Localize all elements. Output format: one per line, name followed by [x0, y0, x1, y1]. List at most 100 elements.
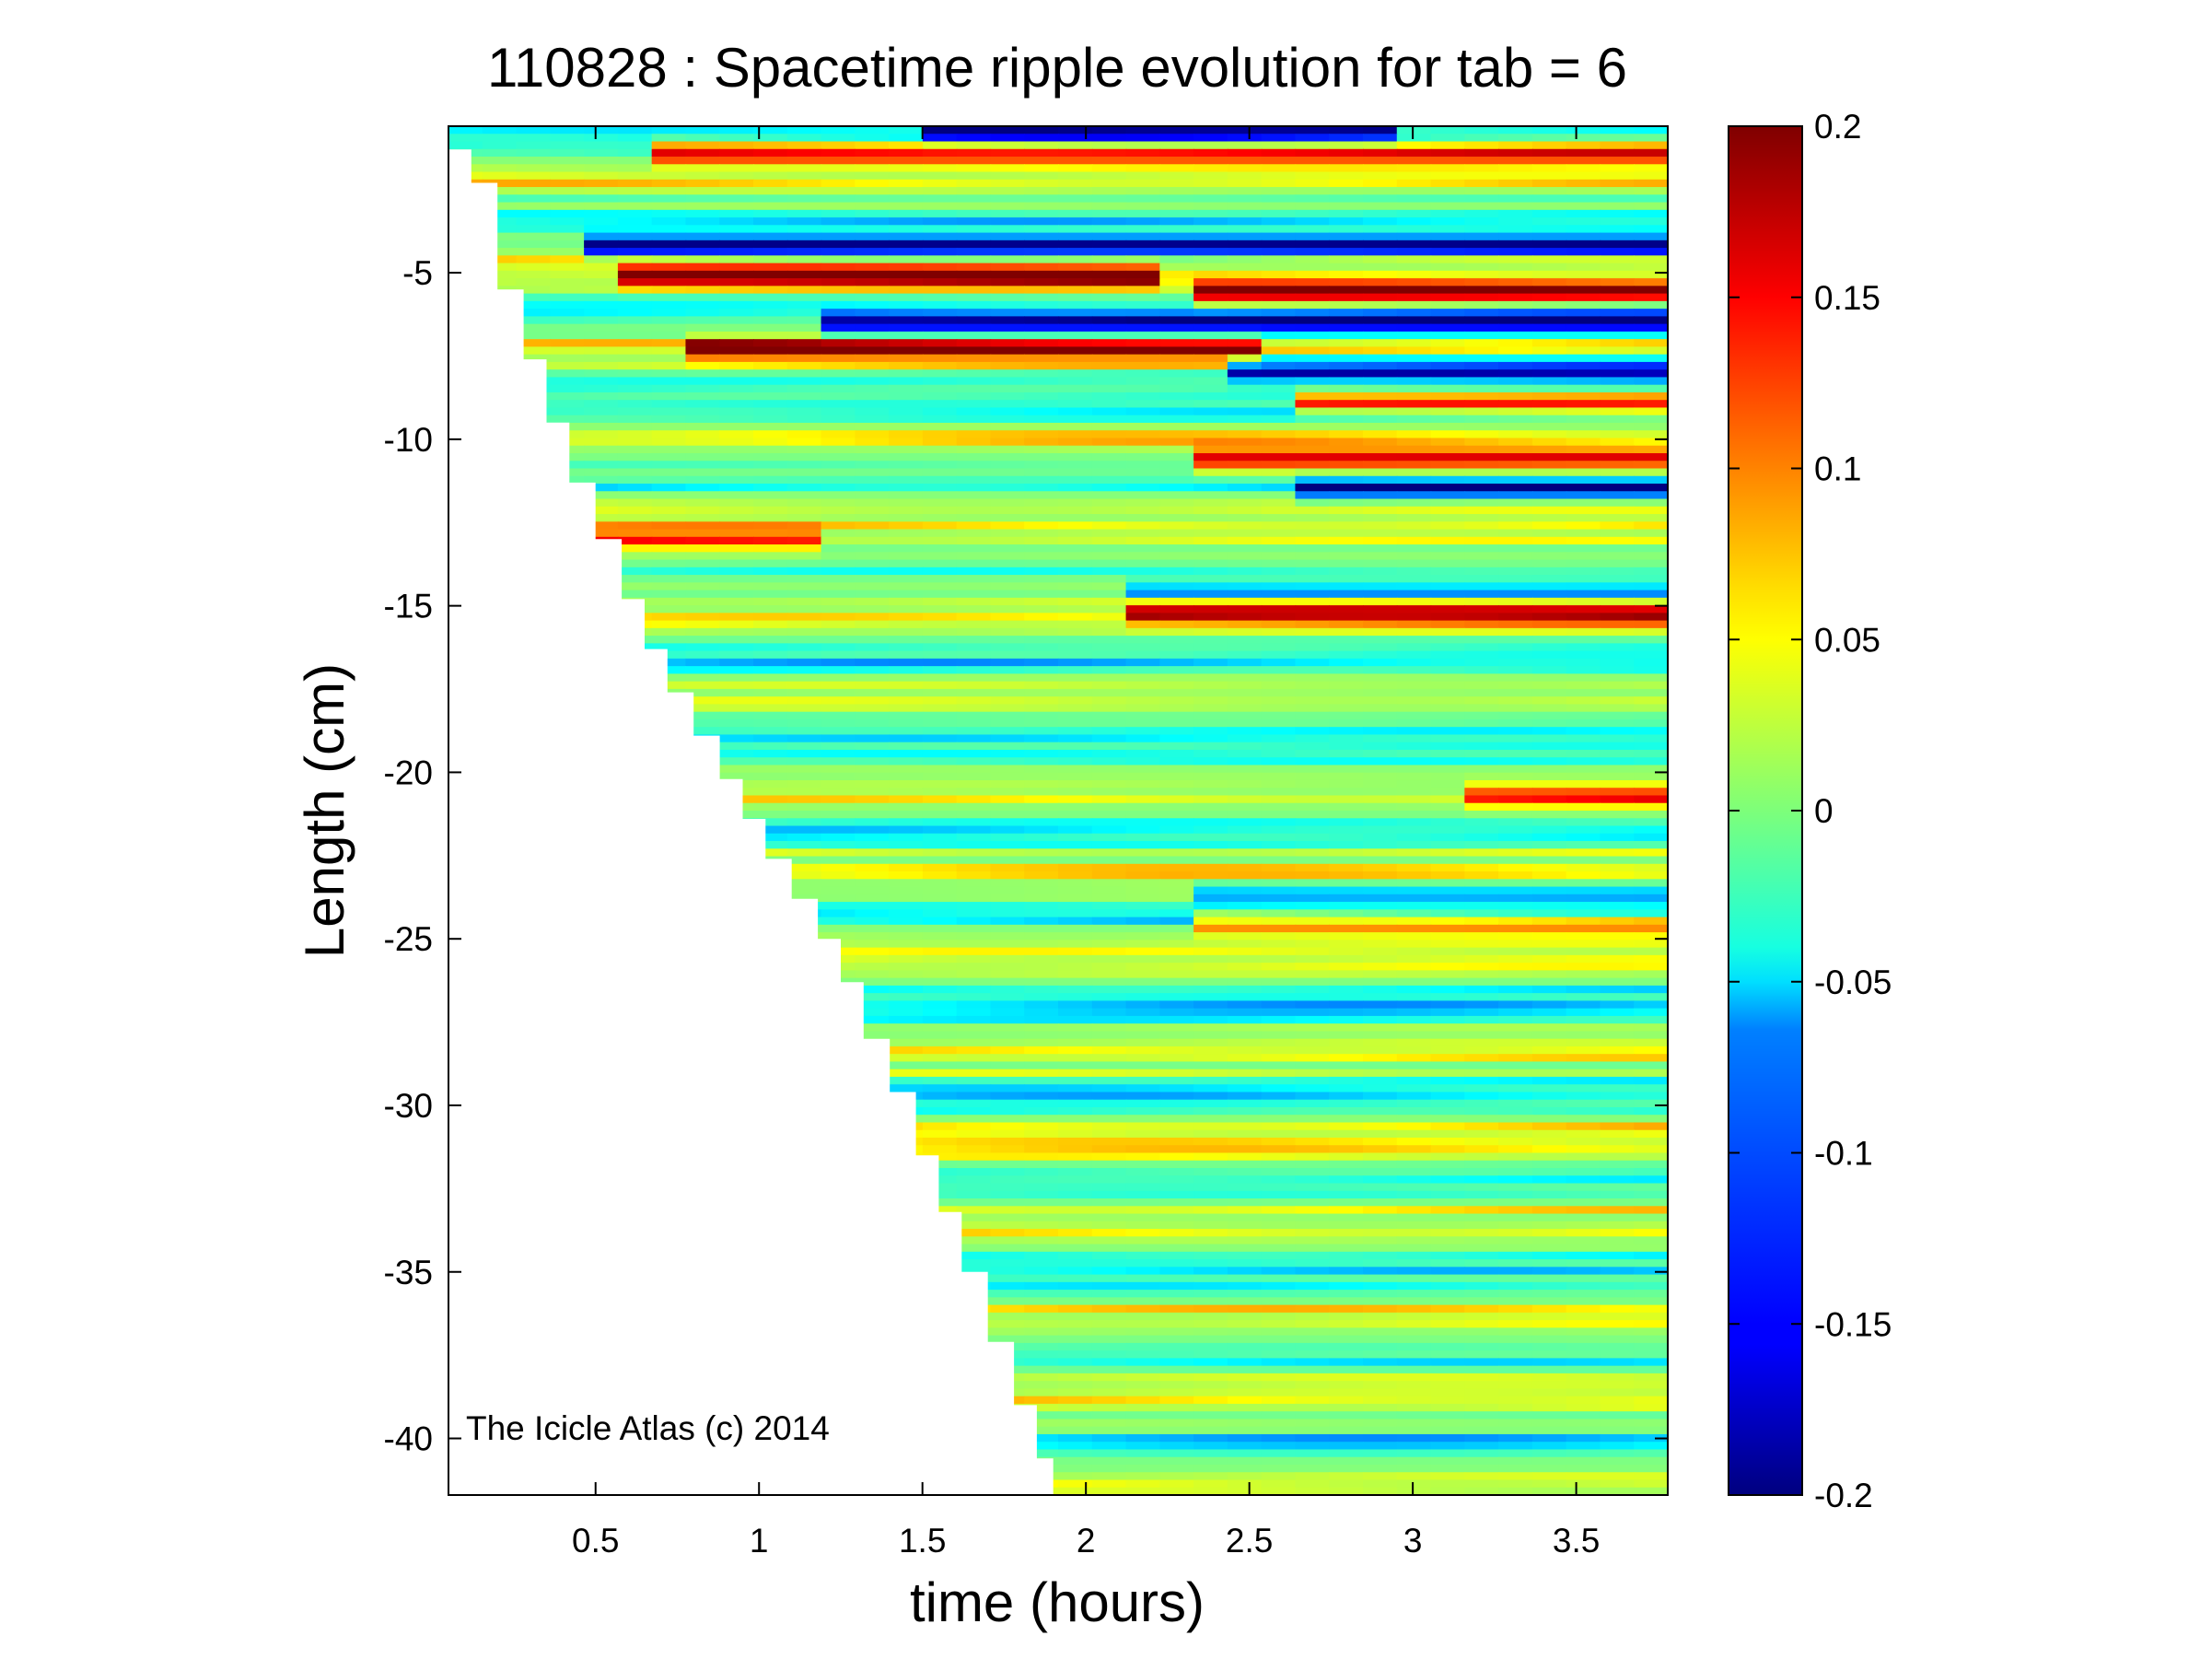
heatmap-cell [1600, 613, 1636, 622]
heatmap-cell [956, 1008, 992, 1017]
heatmap-cell [1227, 1061, 1263, 1070]
heatmap-cell [1024, 248, 1059, 257]
heatmap-cell [855, 734, 890, 743]
heatmap-cell [821, 354, 856, 363]
heatmap-cell [956, 240, 992, 249]
heatmap-cell [719, 529, 754, 538]
heatmap-cell [1430, 232, 1466, 241]
heatmap-cell [1430, 711, 1466, 720]
heatmap-cell [922, 157, 958, 166]
heatmap-cell [1566, 248, 1601, 257]
heatmap-cell [1464, 391, 1499, 401]
heatmap-cell [1159, 552, 1194, 561]
heatmap-cell [1193, 445, 1228, 454]
heatmap-cell [1329, 704, 1364, 713]
heatmap-cell [1295, 430, 1331, 439]
heatmap-cell [889, 171, 924, 181]
heatmap-cell [482, 248, 518, 257]
heatmap-cell [1193, 597, 1228, 606]
heatmap-cell [1498, 1115, 1533, 1124]
heatmap-cell [1024, 415, 1059, 424]
heatmap-cell [1261, 194, 1297, 204]
heatmap-cell [1261, 270, 1297, 279]
heatmap-cell [1329, 841, 1364, 850]
heatmap-cell [821, 240, 856, 249]
heatmap-cell [786, 529, 822, 538]
heatmap-cell [1058, 400, 1093, 409]
heatmap-cell [1363, 369, 1398, 379]
heatmap-cell [1125, 300, 1161, 310]
heatmap-cell [719, 217, 754, 227]
heatmap-cell [1159, 194, 1194, 204]
heatmap-cell [584, 278, 619, 287]
heatmap-cell [922, 529, 958, 538]
heatmap-cell [1024, 468, 1059, 477]
heatmap-cell [1498, 377, 1533, 386]
heatmap-cell [1058, 1168, 1093, 1177]
heatmap-cell [1058, 643, 1093, 652]
heatmap-cell [956, 461, 992, 470]
heatmap-cell [1091, 841, 1127, 850]
heatmap-cell [1227, 134, 1263, 143]
heatmap-cell [1159, 491, 1194, 500]
heatmap-cell [753, 506, 788, 515]
heatmap-cell [922, 1054, 958, 1063]
heatmap-cell [1125, 157, 1161, 166]
heatmap-cell [1193, 498, 1228, 508]
heatmap-cell [1363, 452, 1398, 462]
heatmap-cell [1125, 863, 1161, 872]
heatmap-cell [1125, 552, 1161, 561]
heatmap-cell [1396, 141, 1432, 150]
heatmap-cell [1227, 1160, 1263, 1169]
heatmap-cell [1531, 400, 1567, 409]
heatmap-cell [821, 613, 856, 622]
heatmap-cell [1261, 438, 1297, 447]
heatmap-cell [1531, 148, 1567, 158]
heatmap-cell [1058, 331, 1093, 340]
heatmap-cell [1159, 582, 1194, 591]
heatmap-cell [1531, 1084, 1567, 1093]
heatmap-cell [1159, 278, 1194, 287]
heatmap-cell [821, 529, 856, 538]
heatmap-cell [956, 126, 992, 135]
heatmap-cell [990, 605, 1026, 614]
heatmap-cell [956, 673, 992, 683]
heatmap-cell [1329, 742, 1364, 751]
heatmap-cell [1091, 757, 1127, 766]
heatmap-cell [922, 484, 958, 493]
heatmap-cell [1566, 742, 1601, 751]
heatmap-cell [1227, 788, 1263, 797]
heatmap-cell [617, 331, 653, 340]
heatmap-cell [1531, 1000, 1567, 1010]
heatmap-cell [855, 673, 890, 683]
heatmap-cell [1024, 970, 1059, 979]
heatmap-cell [1464, 377, 1499, 386]
heatmap-cell [922, 1015, 958, 1024]
heatmap-cell [1566, 917, 1601, 926]
heatmap-cell [685, 248, 721, 257]
heatmap-cell [1058, 187, 1093, 196]
heatmap-cell [1261, 643, 1297, 652]
heatmap-cell [1261, 719, 1297, 728]
heatmap-cell [1091, 613, 1127, 622]
heatmap-cell [1091, 742, 1127, 751]
heatmap-cell [990, 863, 1026, 872]
heatmap-cell [786, 886, 822, 895]
heatmap-cell [1363, 924, 1398, 933]
heatmap-cell [1295, 985, 1331, 994]
heatmap-cell [1193, 673, 1228, 683]
heatmap-cell [584, 354, 619, 363]
heatmap-cell [753, 575, 788, 584]
heatmap-cell [889, 1046, 924, 1055]
heatmap-cell [1566, 688, 1601, 697]
heatmap-cell [855, 475, 890, 485]
heatmap-cell [821, 286, 856, 295]
heatmap-cell [617, 217, 653, 227]
heatmap-cell [1261, 331, 1297, 340]
heatmap-cell [1363, 300, 1398, 310]
heatmap-cell [1396, 688, 1432, 697]
heatmap-cell [1531, 209, 1567, 218]
heatmap-cell [1329, 757, 1364, 766]
heatmap-cell [584, 270, 619, 279]
heatmap-cell [956, 1046, 992, 1055]
